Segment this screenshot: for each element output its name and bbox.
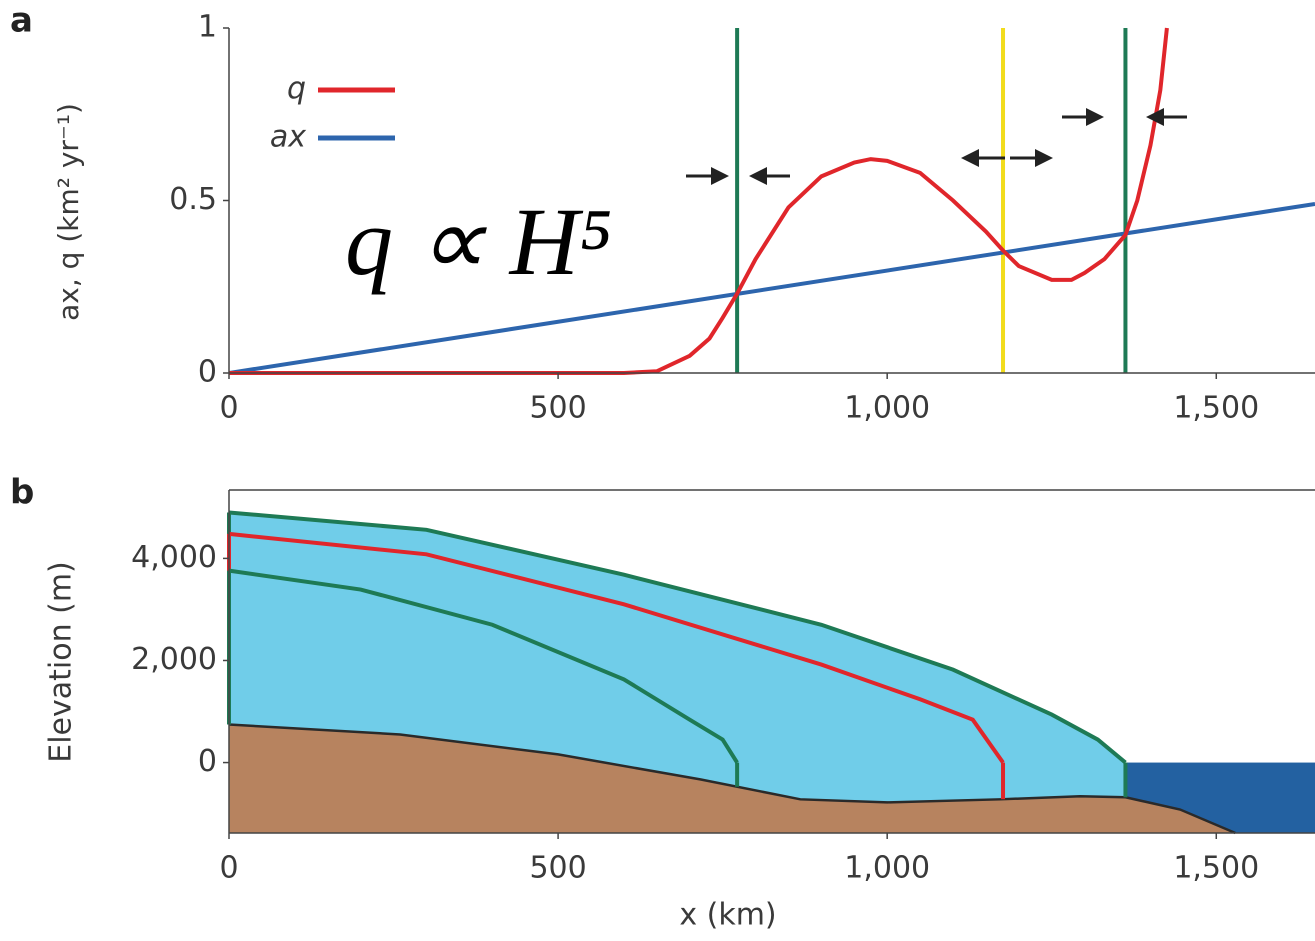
x-tick-label: 0: [219, 851, 238, 886]
x-tick-label: 500: [529, 391, 586, 426]
y-tick-label: 1: [198, 10, 217, 45]
panel-a: 0 500 1,000 1,500 0 0.5 1 q ax ax, q (km² yr⁻¹) q …: [52, 10, 1315, 426]
legend-label: ax: [270, 120, 306, 155]
x-axis-label: x (km): [679, 898, 776, 933]
y-axis-label: ax, q (km² yr⁻¹): [52, 103, 85, 321]
y-tick-label: 0: [198, 744, 217, 779]
annotation: q ∝ H⁵: [345, 188, 612, 295]
x-tick-label: 1,000: [844, 851, 930, 886]
panel-letter: b: [10, 473, 34, 513]
x-tick-label: 500: [529, 851, 586, 886]
arrows: [686, 117, 1187, 176]
x-tick-label: 0: [219, 391, 238, 426]
y-tick-label: 0: [198, 355, 217, 390]
x-tick-label: 1,500: [1173, 851, 1259, 886]
x-tick-label: 1,500: [1173, 391, 1259, 426]
legend-label: q: [287, 72, 306, 107]
y-tick-label: 2,000: [131, 642, 217, 677]
y-tick-label: 4,000: [131, 540, 217, 575]
y-axis-label: Elevation (m): [44, 561, 79, 763]
panel-b: 0 500 1,000 1,500 0 2,000 4,000 Elevation (m) x …: [44, 490, 1315, 933]
y-tick-label: 0.5: [169, 182, 217, 217]
panel-letter: a: [10, 1, 33, 41]
x-tick-label: 1,000: [844, 391, 930, 426]
